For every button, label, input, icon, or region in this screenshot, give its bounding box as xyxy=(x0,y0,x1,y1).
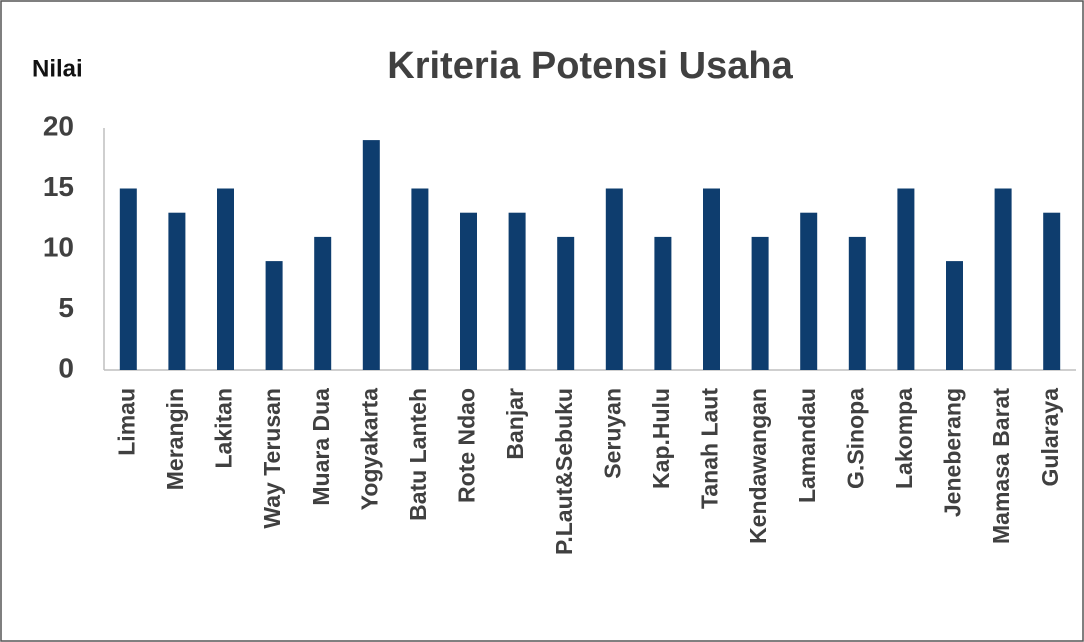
bar xyxy=(508,212,526,370)
x-tick-label: Banjar xyxy=(502,388,528,460)
bar xyxy=(265,261,283,370)
x-tick-label: Tanah Laut xyxy=(697,388,723,509)
bar xyxy=(1043,212,1061,370)
x-tick-label: Lakompa xyxy=(891,388,917,489)
x-tick-label: Kap.Hulu xyxy=(648,388,674,489)
x-tick-label: Lakitan xyxy=(211,388,237,469)
y-tick-label: 10 xyxy=(43,231,74,262)
y-tick-label: 5 xyxy=(58,292,74,323)
bar xyxy=(994,188,1012,370)
x-tick-label: Yogyakarta xyxy=(356,388,382,511)
x-tick-label: Jeneberang xyxy=(940,388,966,517)
x-tick-label: Rote Ndao xyxy=(454,388,480,503)
x-tick-label: Gularaya xyxy=(1037,388,1063,487)
x-tick-label: Seruyan xyxy=(599,388,625,479)
x-tick-label: G.Sinopa xyxy=(842,388,868,489)
y-tick-label: 20 xyxy=(43,110,74,141)
bar xyxy=(168,212,186,370)
bar xyxy=(654,236,672,370)
bar xyxy=(848,236,866,370)
bar xyxy=(605,188,623,370)
bar xyxy=(800,212,818,370)
x-tick-label: Limau xyxy=(113,388,139,456)
x-tick-label: Way Terusan xyxy=(259,388,285,529)
x-tick-label: Batu Lanteh xyxy=(405,388,431,521)
bar xyxy=(946,261,963,370)
bar xyxy=(460,212,477,370)
bar xyxy=(557,236,575,370)
bar xyxy=(897,188,915,370)
chart-title: Kriteria Potensi Usaha xyxy=(387,45,793,87)
bar xyxy=(411,188,429,370)
bar xyxy=(217,188,234,370)
y-tick-label: 0 xyxy=(58,352,74,383)
x-tick-label: Muara Dua xyxy=(308,388,334,506)
y-tick-label: 15 xyxy=(43,171,74,202)
bar xyxy=(362,140,380,370)
bar xyxy=(119,188,137,370)
bar xyxy=(703,188,720,370)
x-tick-label: P.Laut&Sebuku xyxy=(551,388,577,555)
x-tick-label: Merangin xyxy=(162,388,188,490)
y-axis-label: Nilai xyxy=(32,55,83,82)
bar xyxy=(314,236,332,370)
bar xyxy=(751,236,769,370)
x-tick-label: Kendawangan xyxy=(745,388,771,544)
x-tick-label: Lamandau xyxy=(794,388,820,503)
x-tick-label: Mamasa Barat xyxy=(988,388,1014,544)
